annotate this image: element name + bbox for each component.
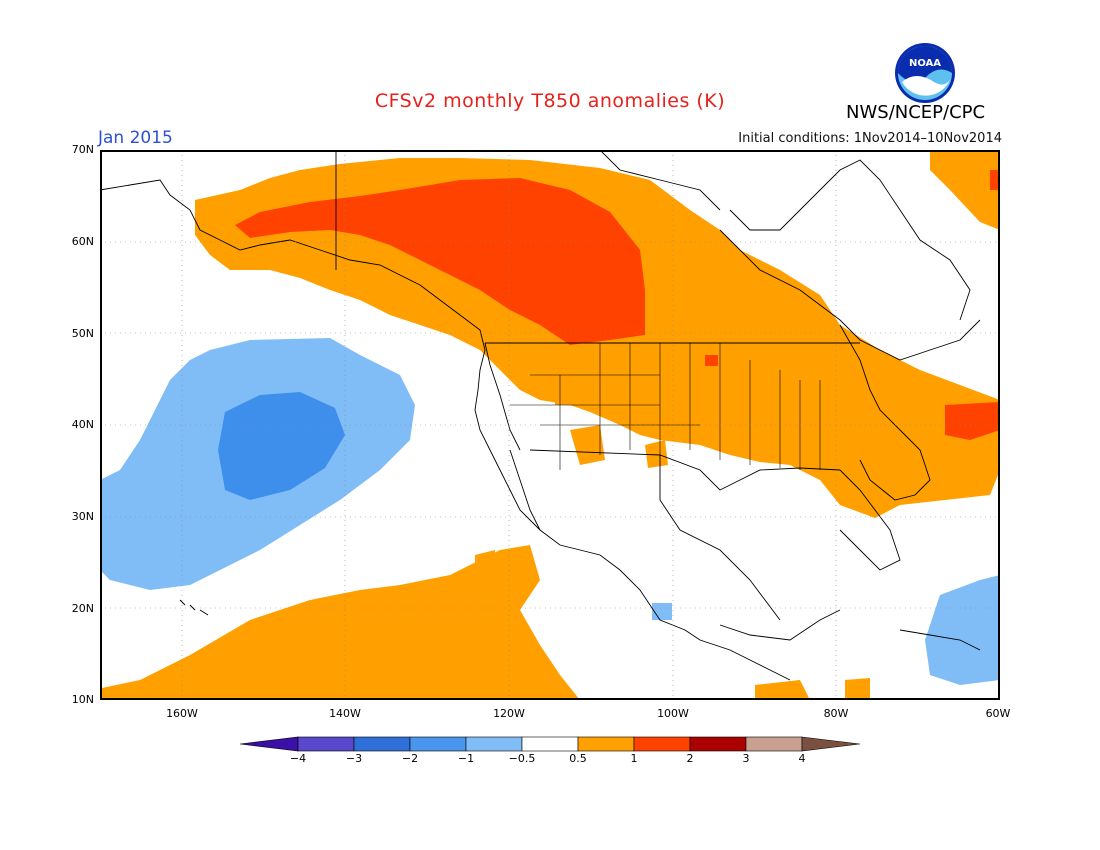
lon-label-120w: 120W [493, 707, 525, 720]
legend-swatch [521, 736, 579, 752]
agency-label: NWS/NCEP/CPC [846, 102, 986, 123]
graticule [100, 150, 1000, 700]
color-legend [240, 736, 860, 752]
lon-label-60w: 60W [985, 707, 1011, 720]
legend-tick-label: −3 [345, 752, 363, 765]
chart-title: CFSv2 monthly T850 anomalies (K) [374, 90, 726, 112]
lat-label-30n: 30N [71, 510, 94, 523]
legend-tick-label: −2 [401, 752, 419, 765]
lon-label-80w: 80W [823, 707, 849, 720]
noaa-logo: NOAA [894, 42, 956, 104]
lon-label-160w: 160W [166, 707, 198, 720]
legend-swatch [745, 736, 803, 752]
legend-tick-label: 2 [686, 752, 694, 765]
lat-label-10n: 10N [71, 693, 94, 706]
lat-label-50n: 50N [71, 327, 94, 340]
forecast-period: Jan 2015 [98, 128, 173, 148]
lat-label-40n: 40N [71, 418, 94, 431]
legend-tick-label: −0.5 [508, 752, 536, 765]
lat-label-60n: 60N [71, 235, 94, 248]
legend-arrow-high [801, 736, 860, 752]
legend-swatch [633, 736, 691, 752]
coastlines [100, 150, 981, 681]
legend-swatch [409, 736, 467, 752]
legend-tick-label: 0.5 [569, 752, 587, 765]
svg-text:NOAA: NOAA [909, 58, 941, 69]
lon-label-100w: 100W [657, 707, 689, 720]
initial-conditions: Initial conditions: 1Nov2014–10Nov2014 [738, 131, 1002, 146]
legend-swatch [577, 736, 635, 752]
legend-swatch [465, 736, 523, 752]
lat-label-20n: 20N [71, 602, 94, 615]
legend-tick-label: 4 [798, 752, 806, 765]
lon-label-140w: 140W [329, 707, 361, 720]
legend-tick-label: −4 [289, 752, 307, 765]
anomaly-map [100, 150, 1000, 700]
legend-tick-label: 1 [630, 752, 638, 765]
legend-arrow-low [240, 736, 299, 752]
lat-label-70n: 70N [71, 143, 94, 156]
legend-swatch [297, 736, 355, 752]
strong-cool-anomaly-regions [218, 392, 345, 500]
legend-tick-label: 3 [742, 752, 750, 765]
legend-tick-label: −1 [457, 752, 475, 765]
strong-warm-anomaly-regions [235, 170, 1000, 440]
legend-swatch [353, 736, 411, 752]
legend-swatch [689, 736, 747, 752]
